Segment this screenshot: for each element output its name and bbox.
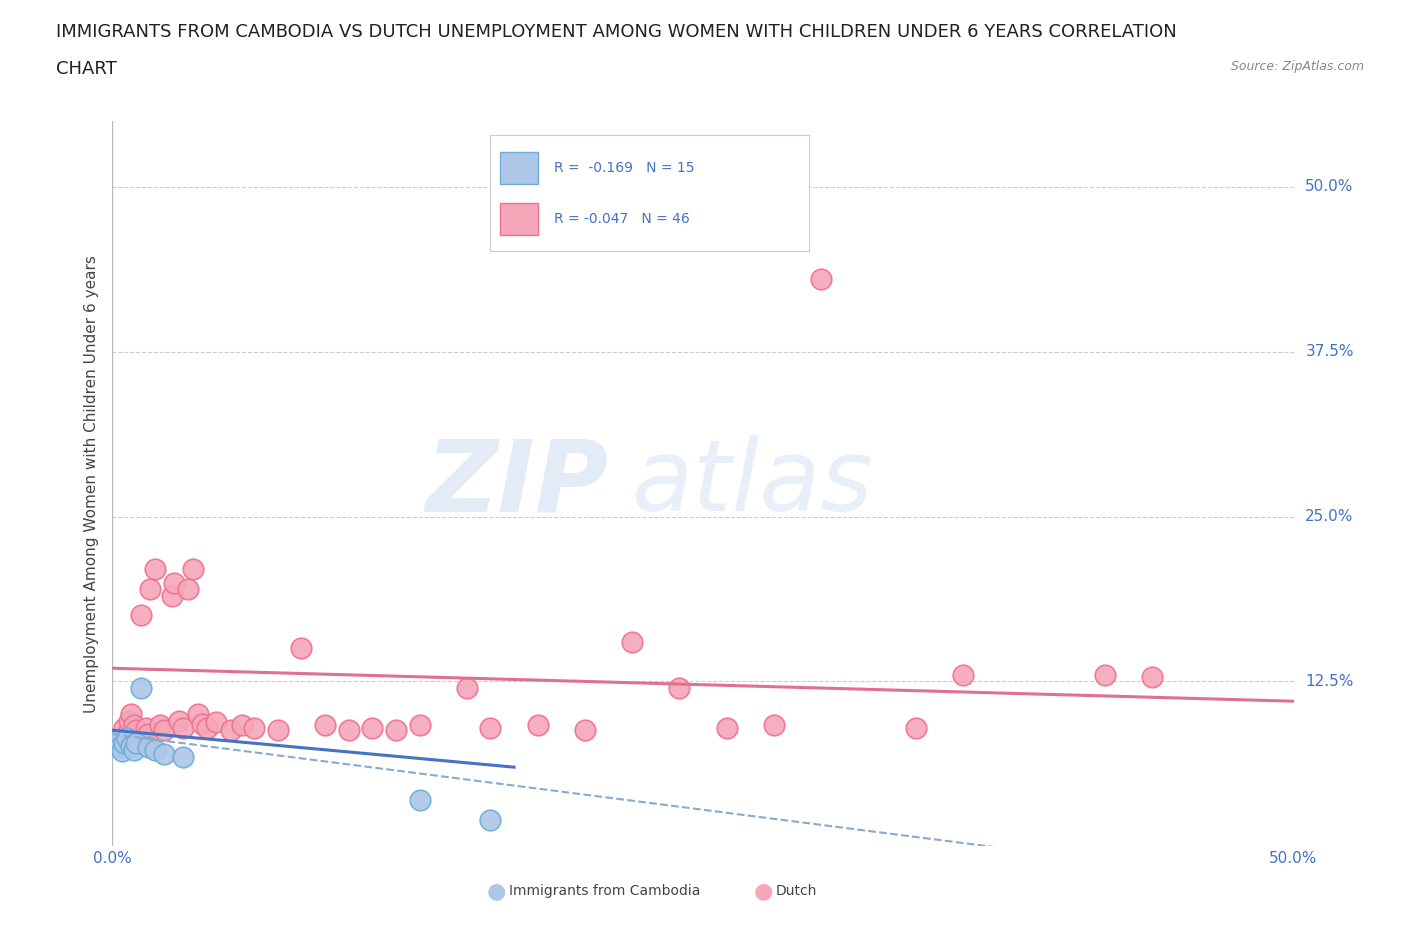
Point — [479, 720, 502, 735]
Point — [105, 734, 128, 749]
Point — [621, 634, 644, 649]
Point — [115, 731, 138, 746]
Point — [135, 720, 157, 735]
Point — [129, 681, 152, 696]
Point — [1094, 668, 1116, 683]
Point — [1140, 670, 1163, 684]
Point — [108, 740, 131, 755]
Point — [112, 736, 135, 751]
Point — [668, 681, 690, 696]
Point — [136, 740, 159, 755]
Point — [118, 713, 141, 728]
Point — [195, 720, 218, 735]
Point — [120, 738, 142, 753]
Point — [267, 723, 290, 737]
Text: ●: ● — [754, 881, 773, 901]
Point — [181, 562, 204, 577]
Point — [952, 668, 974, 683]
Point — [205, 715, 228, 730]
Point — [143, 742, 166, 757]
Text: CHART: CHART — [56, 60, 117, 78]
Point — [574, 723, 596, 737]
Point — [122, 742, 145, 757]
Point — [115, 726, 138, 741]
Y-axis label: Unemployment Among Women with Children Under 6 years: Unemployment Among Women with Children U… — [84, 255, 100, 712]
Point — [149, 718, 172, 733]
Point — [243, 720, 266, 735]
Point — [186, 707, 208, 722]
Text: atlas: atlas — [633, 435, 873, 532]
Point — [122, 718, 145, 733]
Point — [716, 720, 738, 735]
Point — [163, 575, 186, 590]
Point — [167, 713, 190, 728]
Text: 25.0%: 25.0% — [1305, 509, 1354, 525]
Text: 12.5%: 12.5% — [1305, 674, 1354, 689]
Point — [112, 720, 135, 735]
Point — [172, 720, 194, 735]
Point — [314, 718, 336, 733]
Point — [231, 718, 253, 733]
Point — [111, 744, 134, 759]
Point — [479, 813, 502, 828]
Point — [143, 562, 166, 577]
Point — [120, 707, 142, 722]
Text: Immigrants from Cambodia: Immigrants from Cambodia — [509, 884, 700, 898]
Text: ZIP: ZIP — [426, 435, 609, 532]
Point — [125, 723, 148, 737]
Text: Source: ZipAtlas.com: Source: ZipAtlas.com — [1230, 60, 1364, 73]
Point — [810, 272, 832, 286]
Point — [177, 581, 200, 596]
Point — [160, 589, 183, 604]
Point — [219, 723, 242, 737]
Point — [904, 720, 927, 735]
Point — [129, 608, 152, 623]
Point — [290, 641, 312, 656]
Text: 37.5%: 37.5% — [1305, 344, 1354, 359]
Point — [762, 718, 785, 733]
Point — [526, 718, 548, 733]
Point — [408, 792, 430, 807]
Text: Dutch: Dutch — [776, 884, 817, 898]
Point — [153, 747, 176, 762]
Point — [456, 681, 478, 696]
Point — [337, 723, 360, 737]
Point — [125, 736, 148, 751]
Point — [139, 581, 162, 596]
Text: IMMIGRANTS FROM CAMBODIA VS DUTCH UNEMPLOYMENT AMONG WOMEN WITH CHILDREN UNDER 6: IMMIGRANTS FROM CAMBODIA VS DUTCH UNEMPL… — [56, 23, 1177, 41]
Point — [191, 716, 214, 731]
Point — [172, 750, 194, 764]
Text: 50.0%: 50.0% — [1305, 179, 1354, 194]
Text: ●: ● — [486, 881, 506, 901]
Point — [361, 720, 384, 735]
Point — [153, 723, 176, 737]
Point — [385, 723, 408, 737]
Point — [136, 726, 159, 741]
Point — [408, 718, 430, 733]
